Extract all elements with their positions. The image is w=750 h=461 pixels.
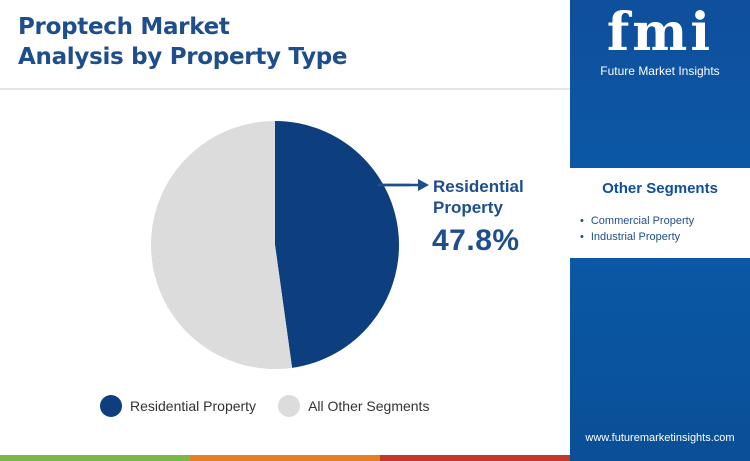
other-segment-item: Commercial Property xyxy=(580,213,694,229)
page-title: Proptech Market Analysis by Property Typ… xyxy=(18,12,348,72)
bottom-bar-red xyxy=(380,455,570,461)
header-divider xyxy=(0,88,570,90)
other-segments-title: Other Segments xyxy=(602,180,718,197)
legend-swatch-other xyxy=(278,395,301,417)
legend-swatch-residential xyxy=(100,395,122,417)
bottom-bar-orange xyxy=(190,455,380,461)
legend-label-residential: Residential Property xyxy=(130,398,257,414)
legend-item-residential: Residential Property xyxy=(100,395,256,417)
callout-label-line-2: Property xyxy=(433,198,503,217)
title-line-2: Analysis by Property Type xyxy=(18,44,348,70)
legend-item-other: All Other Segments xyxy=(278,395,429,417)
callout-value: 47.8% xyxy=(432,224,520,257)
callout-arrow-icon xyxy=(378,179,429,191)
pie-chart xyxy=(151,120,410,370)
chart-legend: Residential Property All Other Segments xyxy=(100,395,451,417)
other-segment-item: Industrial Property xyxy=(580,229,694,245)
bottom-bar-green xyxy=(0,455,190,461)
callout-label-line-1: Residential xyxy=(433,177,524,196)
other-segments-list: Commercial Property Industrial Property xyxy=(580,213,694,245)
title-line-1: Proptech Market xyxy=(18,14,230,40)
bottom-color-bar xyxy=(0,455,570,461)
pie-slice-other xyxy=(151,120,293,370)
brand-name: Future Market Insights xyxy=(600,64,720,78)
pie-slice-residential xyxy=(275,121,400,368)
legend-label-other: All Other Segments xyxy=(308,398,430,414)
website-link[interactable]: www.futuremarketinsights.com xyxy=(585,432,735,444)
callout-label: Residential Property xyxy=(433,176,524,218)
fmi-logo: fmi xyxy=(606,2,714,63)
sidebar: fmi Future Market Insights Other Segment… xyxy=(570,0,750,461)
